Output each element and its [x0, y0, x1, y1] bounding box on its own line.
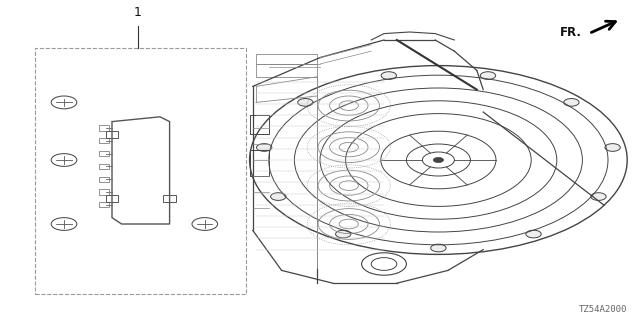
Bar [99, 189, 109, 195]
Bar [106, 195, 118, 202]
Bar [256, 64, 317, 77]
Bar [99, 177, 109, 182]
Bar [250, 115, 269, 134]
Bar [99, 151, 109, 156]
Bar [106, 131, 118, 138]
Circle shape [335, 230, 351, 238]
Circle shape [605, 144, 620, 151]
Circle shape [381, 72, 397, 79]
Text: FR.: FR. [560, 26, 582, 39]
Bar [250, 150, 269, 176]
Circle shape [564, 99, 579, 106]
Circle shape [431, 244, 446, 252]
Circle shape [433, 157, 444, 163]
Circle shape [271, 193, 286, 200]
Bar [35, 48, 246, 294]
Bar [99, 202, 109, 207]
Bar [99, 164, 109, 169]
Circle shape [298, 99, 313, 106]
Bar [256, 54, 317, 64]
Bar [163, 195, 176, 202]
Circle shape [480, 72, 495, 79]
Text: 1: 1 [134, 6, 141, 19]
Text: TZ54A2000: TZ54A2000 [579, 305, 627, 314]
Circle shape [526, 230, 541, 238]
Bar [99, 138, 109, 143]
Bar [99, 125, 109, 131]
Circle shape [591, 193, 606, 200]
Circle shape [257, 144, 272, 151]
